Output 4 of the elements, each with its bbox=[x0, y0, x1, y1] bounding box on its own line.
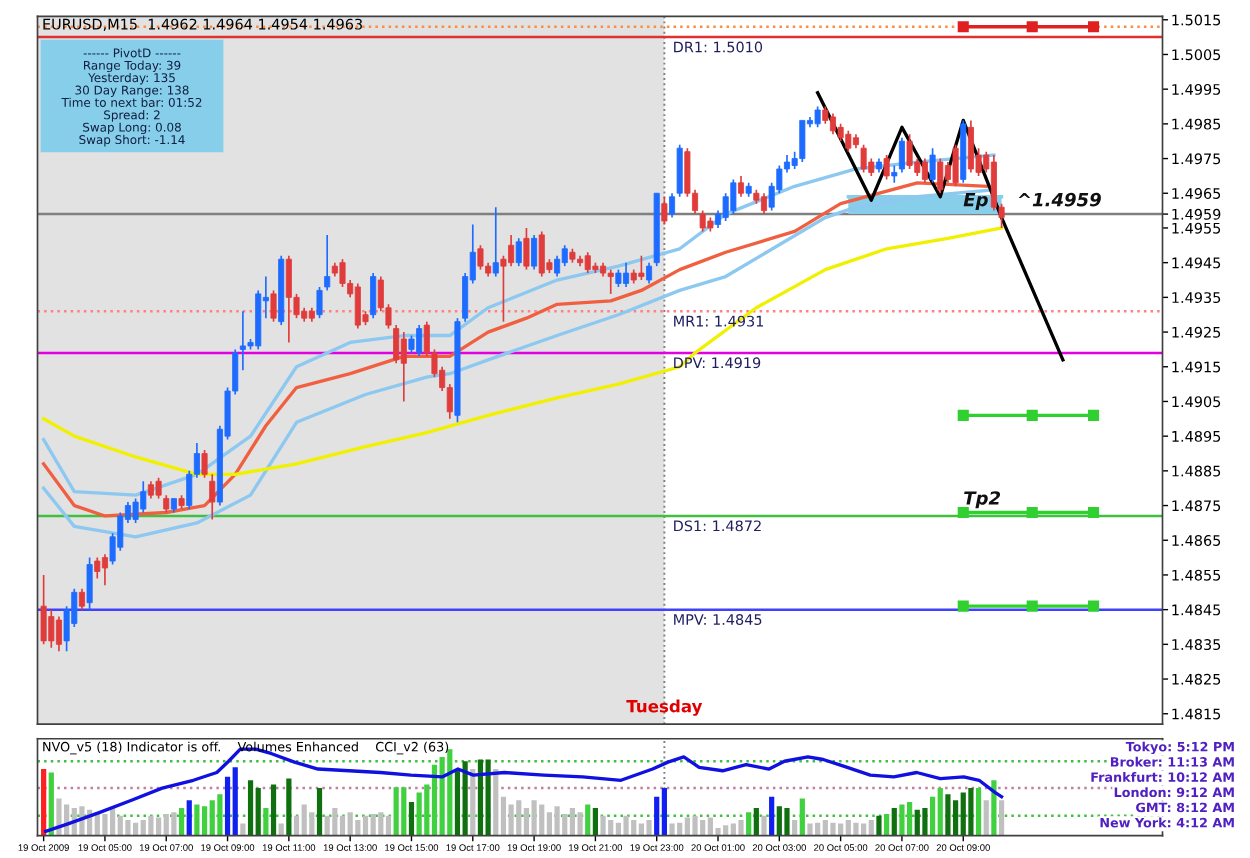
annotation: Ep bbox=[963, 193, 988, 210]
annotation: Tp2 bbox=[964, 491, 1001, 509]
annotation: ^1.4959 bbox=[1018, 192, 1101, 207]
ref-line-label: Tuesday bbox=[626, 699, 703, 716]
